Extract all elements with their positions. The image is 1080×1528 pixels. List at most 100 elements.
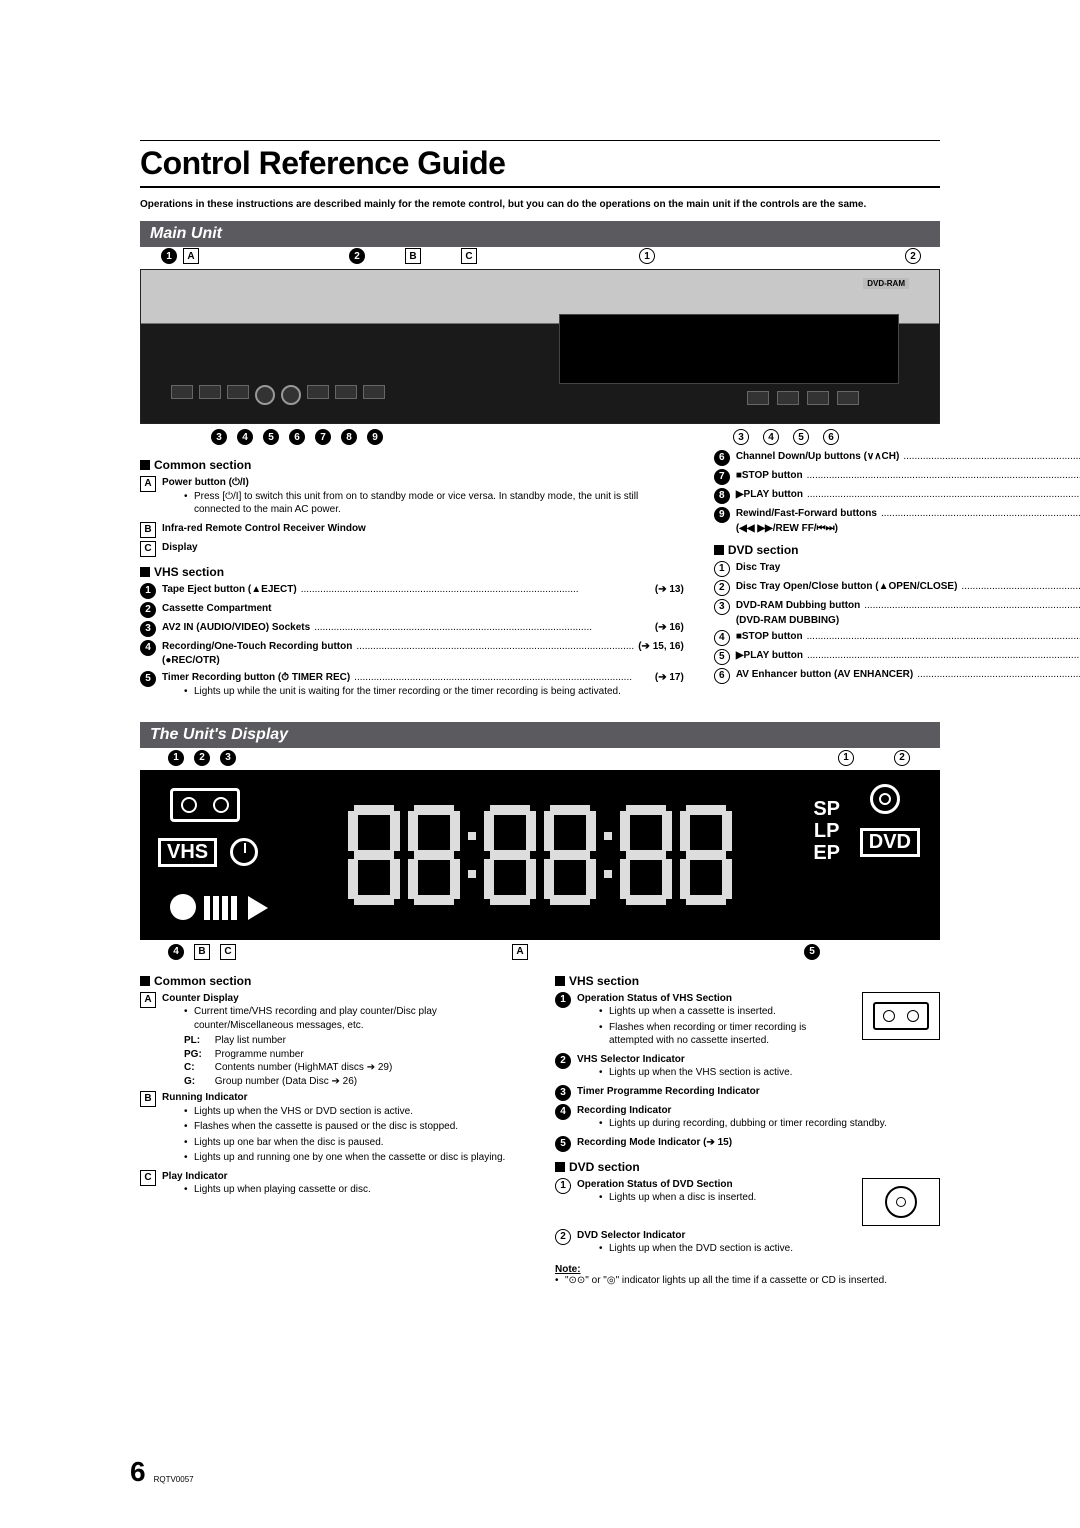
callout-marker: C (140, 1170, 156, 1186)
display-vhs-items: 1Operation Status of VHS SectionLights u… (555, 992, 940, 1152)
reference-item: 5Timer Recording button (⏱ TIMER REC)(➔ … (140, 671, 684, 701)
callout-marker: 2 (555, 1053, 571, 1069)
callout-marker: 3 (714, 599, 730, 615)
top-callouts-left: 1A (161, 248, 199, 264)
reference-item: BInfra-red Remote Control Receiver Windo… (140, 522, 684, 538)
bottom-callouts-left: 3456789 (211, 429, 383, 445)
rule-bottom (140, 186, 940, 188)
display-vhs-heading: VHS section (555, 974, 940, 988)
vhs-items: 1Tape Eject button (▲EJECT)(➔ 13) 2Casset… (140, 583, 684, 701)
reference-item: 1Tape Eject button (▲EJECT)(➔ 13) (140, 583, 684, 599)
reference-item: 2DVD Selector IndicatorLights up when th… (555, 1229, 940, 1258)
rec-indicator (170, 894, 196, 920)
reference-item: 4Recording IndicatorLights up during rec… (555, 1104, 940, 1133)
callout-marker: 4 (168, 944, 184, 960)
page-title: Control Reference Guide (140, 145, 940, 182)
display-common-heading: Common section (140, 974, 525, 988)
reference-item: 1Operation Status of VHS SectionLights u… (555, 992, 940, 1050)
callout-marker: B (405, 248, 421, 264)
note-heading: Note: (555, 1264, 940, 1275)
display-columns: Common section ACounter DisplayCurrent t… (140, 966, 940, 1288)
callout-marker: 6 (714, 668, 730, 684)
callout-marker: 4 (237, 429, 253, 445)
main-unit-diagram: 1A 2BC 12 DVD-RAM 3456789 3456 (140, 269, 940, 424)
reference-item: 6AV Enhancer button (AV ENHANCER)(➔ 26) (714, 668, 1080, 684)
callout-marker: A (140, 476, 156, 492)
reference-item: 4Recording/One-Touch Recording button(➔ … (140, 640, 684, 668)
disc-tray-area (559, 314, 899, 384)
note-body: "⊙⊙" or "◎" indicator lights up all the … (555, 1275, 940, 1286)
reference-item: 1Operation Status of DVD SectionLights u… (555, 1178, 940, 1226)
panel-controls-left (171, 385, 385, 405)
callout-marker: 1 (168, 750, 184, 766)
top-callouts-right: 12 (639, 248, 921, 264)
reference-item: BRunning IndicatorLights up when the VHS… (140, 1091, 525, 1167)
vhs-indicator: VHS (158, 838, 217, 867)
callout-marker: 7 (714, 469, 730, 485)
callout-marker: 9 (714, 507, 730, 523)
cassette-icon (170, 788, 240, 822)
callout-marker: 1 (161, 248, 177, 264)
callout-marker: 2 (555, 1229, 571, 1245)
callout-marker: B (140, 522, 156, 538)
callout-marker: 9 (367, 429, 383, 445)
callout-marker: 3 (220, 750, 236, 766)
intro-text: Operations in these instructions are des… (140, 198, 940, 211)
callout-marker: 1 (838, 750, 854, 766)
callout-marker: A (183, 248, 199, 264)
callout-marker: 6 (289, 429, 305, 445)
reference-item: 7■STOP button(➔ 13) (714, 469, 1080, 485)
callout-marker: 6 (823, 429, 839, 445)
reference-item: 5▶PLAY button(➔ 24) (714, 649, 1080, 665)
callout-marker: 1 (140, 583, 156, 599)
callout-marker: C (461, 248, 477, 264)
callouts-bottom: 3456789 3456 (141, 429, 939, 445)
callout-marker: A (512, 944, 528, 960)
main-unit-right-col: 6Channel Down/Up buttons (∨∧CH)(➔ 10, 14… (714, 450, 1080, 704)
callout-marker: 5 (140, 671, 156, 687)
main-unit-columns: Common section APower button (⏻/I)Press … (140, 450, 940, 704)
callout-marker: 4 (555, 1104, 571, 1120)
display-dvd-heading: DVD section (555, 1160, 940, 1174)
callout-marker: 3 (211, 429, 227, 445)
reference-item: 3DVD-RAM Dubbing button(➔ 38)(DVD-RAM DU… (714, 599, 1080, 627)
rec-mode-labels: SPLPEP (813, 798, 840, 864)
callout-marker: A (140, 992, 156, 1008)
callout-marker: B (140, 1091, 156, 1107)
callout-marker: 2 (194, 750, 210, 766)
common-section-heading: Common section (140, 458, 684, 472)
dvd-section-heading: DVD section (714, 543, 1080, 557)
callout-marker: 3 (140, 621, 156, 637)
reference-item: 2Disc Tray Open/Close button (▲OPEN/CLOS… (714, 580, 1080, 596)
reference-item: 1Disc Tray (714, 561, 1080, 577)
display-heading: The Unit's Display (140, 722, 940, 748)
callouts-top: 1A 2BC 12 (141, 248, 939, 264)
callout-marker: 1 (555, 992, 571, 1008)
callout-marker: 2 (905, 248, 921, 264)
timer-icon (230, 838, 258, 866)
cont-items: 6Channel Down/Up buttons (∨∧CH)(➔ 10, 14… (714, 450, 1080, 535)
rule-top (140, 140, 940, 141)
dvd-ram-badge: DVD-RAM (863, 278, 909, 289)
display-left-col: Common section ACounter DisplayCurrent t… (140, 966, 525, 1288)
play-indicator-icon (248, 896, 268, 920)
callout-marker: 5 (714, 649, 730, 665)
callout-marker: 3 (733, 429, 749, 445)
callout-marker: 5 (793, 429, 809, 445)
callout-marker: 5 (804, 944, 820, 960)
callout-marker: 8 (714, 488, 730, 504)
reference-item: APower button (⏻/I)Press [⏻/I] to switch… (140, 476, 684, 519)
callout-marker: 2 (894, 750, 910, 766)
reference-item: CPlay IndicatorLights up when playing ca… (140, 1170, 525, 1199)
callout-marker: 5 (555, 1136, 571, 1152)
reference-item: 9Rewind/Fast-Forward buttons(➔ 13)(◀◀ ▶▶… (714, 507, 1080, 535)
callout-marker: 1 (555, 1178, 571, 1194)
reference-item: CDisplay (140, 541, 684, 557)
reference-item: 5Recording Mode Indicator (➔ 15) (555, 1136, 940, 1152)
reference-item: 2Cassette Compartment (140, 602, 684, 618)
reference-item: 2VHS Selector IndicatorLights up when th… (555, 1053, 940, 1082)
running-bars (204, 896, 237, 920)
main-unit-heading: Main Unit (140, 221, 940, 247)
callout-marker: 2 (349, 248, 365, 264)
callout-marker: 1 (639, 248, 655, 264)
